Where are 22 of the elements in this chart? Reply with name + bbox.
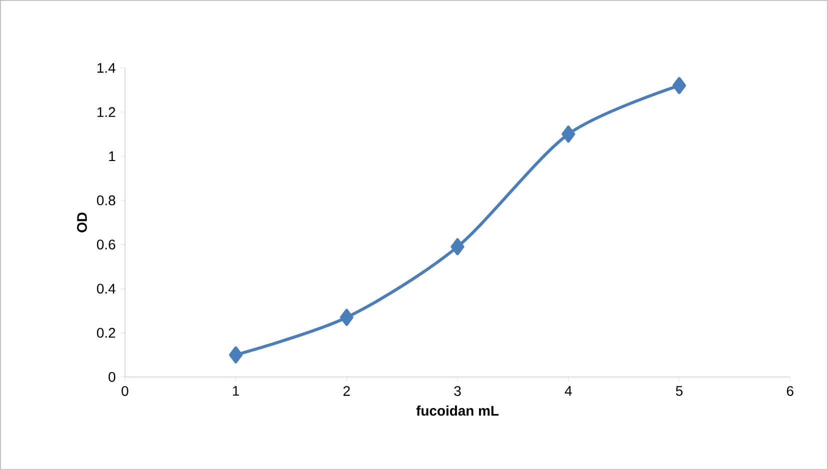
x-tick-label: 3: [454, 386, 461, 396]
x-tick-label: 4: [564, 386, 572, 396]
x-tick-label: 0: [122, 386, 128, 396]
x-tick-label: 1: [232, 386, 239, 396]
y-tick-label: 1: [109, 151, 116, 162]
x-tick-label: 5: [676, 386, 683, 396]
point: [229, 346, 243, 364]
x-axis-title: fucoidan mL: [416, 406, 499, 416]
point: [340, 308, 354, 326]
x-tick-label: 6: [786, 386, 794, 396]
y-tick-label: 0.4: [96, 284, 116, 294]
point: [562, 126, 576, 143]
y-tick-label: 0.8: [96, 195, 116, 206]
y-tick-label: 0: [108, 372, 116, 382]
point: [450, 238, 464, 256]
x-tick-label: 2: [343, 386, 350, 396]
y-tick-label: 1.2: [98, 107, 116, 117]
y-tick-label: 0.2: [96, 328, 116, 338]
y-tick-label: 0.6: [96, 240, 116, 250]
point: [672, 77, 686, 94]
y-tick-label: 1.4: [98, 63, 116, 73]
y-axis-title: OD: [77, 212, 87, 232]
